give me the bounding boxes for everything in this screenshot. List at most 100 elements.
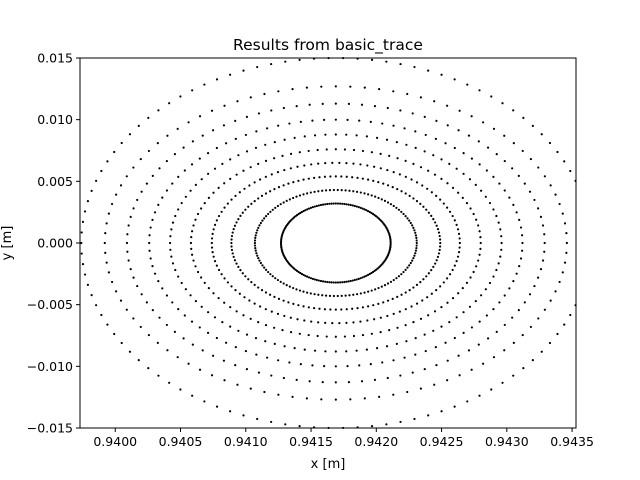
data-point [157,280,160,283]
data-point [225,341,228,344]
data-point [105,222,108,225]
data-point [383,284,387,287]
data-point [484,195,487,198]
data-point [414,146,417,149]
data-point [80,231,83,234]
data-point [289,331,293,334]
data-point [168,102,171,105]
data-point [324,133,327,136]
data-point [229,158,232,161]
data-point [404,159,407,162]
data-point [255,252,258,255]
data-point [345,350,348,353]
data-point [423,333,426,336]
data-point [365,135,368,138]
data-point [326,202,329,206]
data-point [257,286,260,289]
data-point [329,175,332,178]
data-point [151,174,154,177]
data-point [379,316,382,319]
data-point [430,214,433,218]
data-point [388,154,391,157]
data-point [313,134,317,137]
data-point [187,362,190,365]
data-point [298,289,302,292]
data-point [229,177,232,180]
data-point [499,228,502,231]
data-point [132,317,135,320]
data-point [171,221,175,224]
data-point [422,278,425,281]
data-point [171,301,174,304]
data-point [210,246,214,249]
data-point [365,209,368,212]
data-point [324,280,327,283]
data-point [415,302,419,305]
data-point [351,176,354,179]
data-point [395,206,398,209]
data-point [105,261,108,264]
data-point [177,208,180,211]
data-point [243,296,246,299]
data-point [332,281,335,284]
data-point [392,90,395,93]
data-point [370,151,373,154]
data-point [511,167,514,170]
data-point [148,241,151,245]
data-point [533,284,536,288]
data-point [435,194,438,197]
data-point [288,285,291,288]
data-point [448,273,452,276]
data-point [289,167,292,170]
data-point [326,280,329,284]
data-point [334,202,337,205]
data-point [361,333,365,337]
data-point [330,202,333,205]
data-point [490,95,493,98]
data-point [419,317,423,320]
data-point [254,247,257,250]
data-point [352,321,355,324]
data-point [189,241,193,245]
data-point [120,141,123,145]
data-point [543,250,546,253]
data-point [234,364,237,367]
data-point [389,203,393,206]
data-point [234,137,237,140]
data-point [316,334,319,338]
data-point [263,217,266,220]
data-point [180,201,183,205]
data-point [408,264,411,267]
data-point [106,160,109,163]
data-point [264,159,268,162]
data-point [211,354,215,357]
data-point [324,294,328,297]
data-point [215,264,218,267]
data-point [556,150,559,154]
data-point [311,364,314,367]
data-point [363,397,366,400]
data-point [348,294,351,297]
data-point [372,304,375,307]
data-point [367,305,370,308]
data-point [284,60,287,63]
data-point [253,181,256,184]
data-point [189,294,192,297]
data-point [361,207,364,210]
data-point [239,268,242,272]
data-point [274,277,277,280]
data-point [253,199,256,203]
data-point [414,337,417,340]
data-point [392,278,395,282]
data-point [215,405,219,408]
data-point [511,316,514,319]
data-point [235,221,238,224]
data-point [455,167,458,170]
data-point [367,193,370,196]
data-point [437,252,441,255]
data-point [292,302,295,305]
data-point [295,288,298,291]
data-point [406,266,409,269]
data-point [110,280,114,284]
